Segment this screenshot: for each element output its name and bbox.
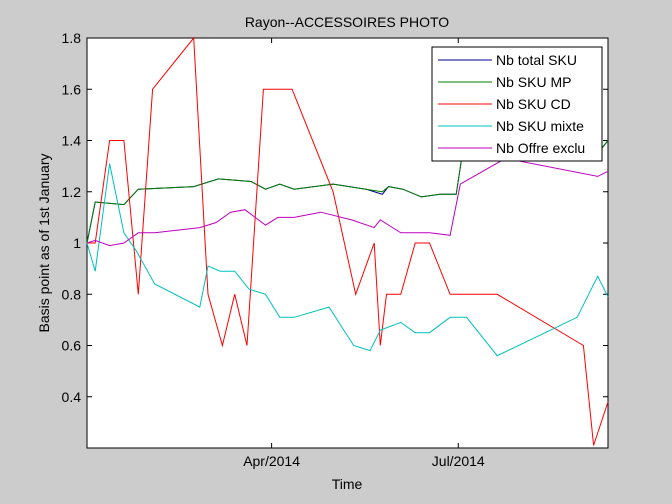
y-axis-ticks: 0.4 0.6 0.8 1 1.2 1.4 1.6 1.8 xyxy=(62,30,608,405)
legend-label: Nb total SKU xyxy=(496,52,577,68)
legend: Nb total SKU Nb SKU MP Nb SKU CD Nb SKU mix… xyxy=(431,46,603,162)
y-tick-label: 1 xyxy=(73,235,81,251)
legend-label: Nb SKU CD xyxy=(496,96,571,112)
x-axis-label: Time xyxy=(332,476,363,492)
legend-label: Nb Offre exclu xyxy=(496,140,585,156)
series-line-nb-sku-cd xyxy=(87,36,609,446)
series-lines xyxy=(86,36,609,446)
x-axis-ticks: Apr/2014 Jul/2014 xyxy=(243,38,485,469)
legend-label: Nb SKU MP xyxy=(496,74,571,90)
chart-title: Rayon--ACCESSOIRES PHOTO xyxy=(245,14,449,30)
legend-label: Nb SKU mixte xyxy=(496,118,584,134)
y-tick-label: 0.4 xyxy=(62,389,82,405)
x-tick-label: Apr/2014 xyxy=(243,453,300,469)
series-line-nb-sku-mixte xyxy=(86,163,609,357)
y-tick-label: 1.2 xyxy=(62,184,82,200)
y-axis-label: Basis point as of 1st January xyxy=(36,154,52,333)
series-line-nb-offre-exclu xyxy=(86,157,609,247)
y-tick-label: 0.6 xyxy=(62,338,82,354)
y-tick-label: 1.8 xyxy=(62,30,82,46)
y-tick-label: 0.8 xyxy=(62,286,82,302)
series-line-nb-sku-mp xyxy=(86,140,609,244)
y-tick-label: 1.6 xyxy=(62,81,82,97)
y-tick-label: 1.4 xyxy=(62,133,82,149)
x-tick-label: Jul/2014 xyxy=(432,453,485,469)
